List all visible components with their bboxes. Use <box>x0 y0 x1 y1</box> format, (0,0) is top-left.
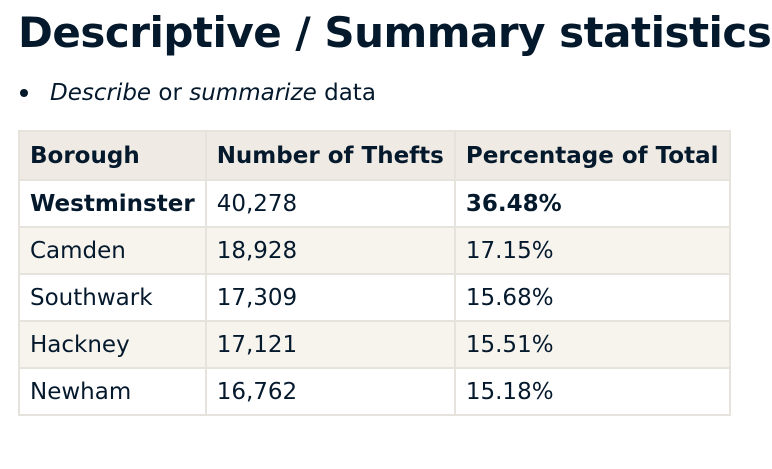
table-cell: 16,762 <box>204 367 456 416</box>
table-row: Hackney 17,121 15.51% <box>18 320 731 369</box>
table-row: Westminster 40,278 36.48% <box>18 179 731 228</box>
bullet-dot <box>20 89 28 97</box>
table-cell: 40,278 <box>204 179 456 228</box>
column-header: Number of Thefts <box>204 130 456 181</box>
table-cell: Newham <box>18 367 207 416</box>
bullet-text: or <box>158 80 182 106</box>
table-row: Camden 18,928 17.15% <box>18 226 731 275</box>
table-cell: 17,309 <box>204 273 456 322</box>
table-cell: 17,121 <box>204 320 456 369</box>
bullet-text: data <box>324 80 376 106</box>
table-cell: Hackney <box>18 320 207 369</box>
table-cell: Camden <box>18 226 207 275</box>
table-cell: Southwark <box>18 273 207 322</box>
bullet: Describe or summarize data <box>20 80 376 106</box>
column-header: Percentage of Total <box>453 130 731 181</box>
data-table: Borough Number of Thefts Percentage of Tot… <box>18 130 731 416</box>
table-cell: Westminster <box>18 179 207 228</box>
column-header: Borough <box>18 130 207 181</box>
title: Descriptive / Summary statistics <box>18 8 772 57</box>
table-row: Newham 16,762 15.18% <box>18 367 731 416</box>
bullet-text: summarize <box>189 80 317 106</box>
table-cell: 15.51% <box>453 320 731 369</box>
table-body: Westminster 40,278 36.48% Camden 18,928 17.15… <box>18 179 731 416</box>
table-cell: 36.48% <box>453 179 731 228</box>
bullet-text: Describe <box>50 80 152 106</box>
table-row: Southwark 17,309 15.68% <box>18 273 731 322</box>
table-cell: 15.18% <box>453 367 731 416</box>
header-row: Borough Number of Thefts Percentage of Tot… <box>18 130 731 181</box>
table-cell: 17.15% <box>453 226 731 275</box>
table-cell: 18,928 <box>204 226 456 275</box>
table-cell: 15.68% <box>453 273 731 322</box>
